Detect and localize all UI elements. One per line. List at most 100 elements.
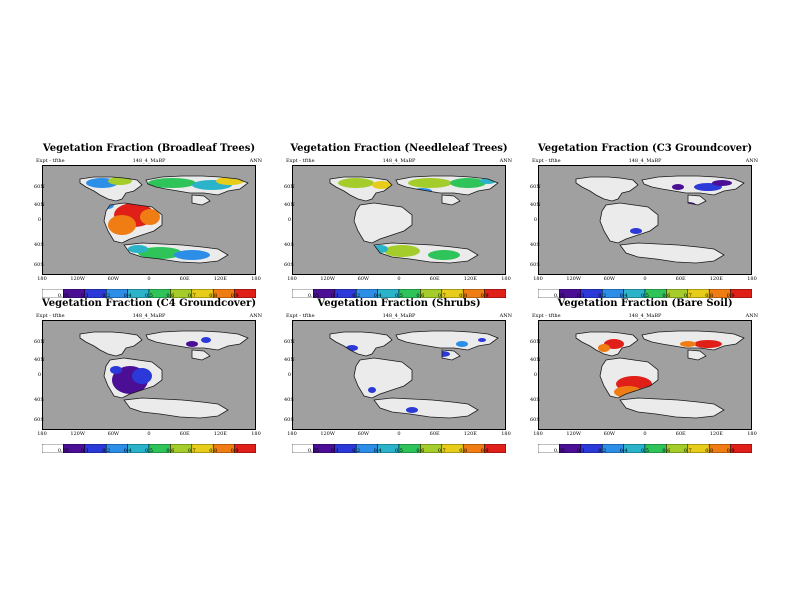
lon-tick-label: 180	[533, 276, 543, 282]
panel-title: Vegetation Fraction (C3 Groundcover)	[537, 143, 753, 154]
colorbar-tick-label: 0.7	[683, 293, 692, 299]
colorbar-tick-label: 0.2	[102, 448, 111, 454]
lon-tick-label: 180	[501, 276, 511, 282]
coastline	[641, 330, 745, 351]
map-canvas	[42, 165, 256, 275]
coastline	[619, 242, 725, 264]
colorbar-tick-label: 0.4	[373, 448, 382, 454]
coastline	[599, 357, 659, 399]
colorbar-tick-label: 0.8	[705, 293, 714, 299]
lat-tick-label: 60N	[284, 184, 295, 190]
field-patch	[694, 340, 722, 348]
colorbar-tick-label: 0.7	[437, 448, 446, 454]
colorbar-tick-label: 0.8	[209, 448, 218, 454]
field-patch	[201, 337, 211, 343]
colorbar-tick-label: 0.2	[598, 448, 607, 454]
lat-tick-label: 40S	[530, 397, 540, 403]
lat-tick-label: 40S	[34, 242, 44, 248]
map-panel-broadleaf-trees: Vegetation Fraction (Broadleaf Trees) Ex…	[34, 143, 264, 313]
lon-tick-label: 60E	[179, 276, 190, 282]
lat-tick-label: 60N	[34, 339, 45, 345]
coastline	[395, 330, 499, 351]
field-patch	[598, 344, 610, 352]
map-area	[538, 320, 752, 430]
experiment-label: Expt - tfthe	[532, 158, 561, 164]
field-patch	[406, 407, 418, 413]
coastline	[441, 349, 461, 361]
map-panel-bare-soil: Vegetation Fraction (Bare Soil) Expt - t…	[530, 298, 760, 468]
colorbar-tick-label: 0.5	[641, 293, 649, 299]
lon-tick-label: 120W	[70, 276, 85, 282]
colorbar-tick-label: 0.4	[619, 448, 628, 454]
map-area	[292, 320, 506, 430]
lon-tick-label: 60E	[675, 276, 686, 282]
lon-tick-label: 120W	[320, 431, 335, 437]
lon-tick-label: 120E	[213, 276, 227, 282]
colorbar	[291, 438, 507, 454]
colorbar-tick-label: 0.9	[230, 448, 239, 454]
map-frame	[538, 165, 752, 275]
colorbar-tick-label: 0.6	[662, 293, 671, 299]
coastline	[353, 202, 413, 244]
coastline	[641, 175, 745, 196]
field-patch	[372, 181, 392, 189]
colorbar-tick-label: 0.4	[123, 293, 132, 299]
coastline	[79, 331, 143, 357]
land-mass	[374, 398, 478, 418]
lon-tick-label: 180	[287, 276, 297, 282]
coastline	[329, 331, 393, 357]
coastline	[599, 202, 659, 244]
colorbar-tick-label: 0.1	[330, 293, 339, 299]
lat-tick-label: 0	[37, 372, 41, 378]
colorbar	[291, 283, 507, 299]
lat-tick-label: 0	[533, 372, 537, 378]
season-label: ANN	[499, 313, 512, 319]
lon-tick-label: 120E	[213, 431, 227, 437]
lon-tick-label: 60E	[179, 431, 190, 437]
coastline	[123, 242, 229, 264]
coastline	[441, 194, 461, 206]
lon-tick-label: 180	[747, 276, 757, 282]
panel-title: Vegetation Fraction (Needleleaf Trees)	[290, 143, 508, 154]
lon-tick-label: 60E	[429, 431, 440, 437]
panel-title: Vegetation Fraction (Bare Soil)	[557, 298, 733, 309]
season-label: ANN	[745, 158, 758, 164]
map-frame	[292, 165, 506, 275]
experiment-label: Expt - tfthe	[286, 158, 315, 164]
lat-tick-label: 60S	[530, 417, 540, 423]
coastline	[145, 175, 249, 196]
land-mass	[124, 398, 228, 418]
coastline	[329, 176, 393, 202]
lat-tick-label: 40N	[530, 357, 541, 363]
run-label: 148_4_MaBP	[628, 313, 662, 319]
lon-tick-label: 180	[37, 431, 47, 437]
colorbar-tick-label: 0.4	[619, 293, 628, 299]
field-patch	[408, 178, 452, 188]
lat-tick-label: 40S	[284, 397, 294, 403]
colorbar-tick-label: 0.5	[395, 293, 403, 299]
coastline	[395, 175, 499, 196]
colorbar-tick-label: 0.6	[166, 448, 175, 454]
lon-tick-label: 120W	[566, 276, 581, 282]
lat-tick-label: 60S	[284, 417, 294, 423]
field-patch	[630, 228, 642, 234]
map-area	[538, 165, 752, 275]
map-canvas	[538, 320, 752, 430]
lon-tick-label: 180	[251, 276, 261, 282]
colorbar-tick-label: 0.9	[726, 293, 735, 299]
lat-tick-label: 60N	[530, 339, 541, 345]
lon-tick-label: 120W	[566, 431, 581, 437]
colorbar	[537, 438, 753, 454]
map-frame	[42, 320, 256, 430]
season-label: ANN	[249, 313, 262, 319]
colorbar-tick-label: 0.4	[373, 293, 382, 299]
coastline	[103, 357, 163, 399]
map-panel-c4-groundcover: Vegetation Fraction (C4 Groundcover) Exp…	[34, 298, 264, 468]
run-label: 148_4_MaBP	[132, 313, 166, 319]
colorbar-tick-label: 0.05	[57, 448, 69, 454]
season-label: ANN	[745, 313, 758, 319]
panel-title: Vegetation Fraction (Shrubs)	[317, 298, 481, 309]
colorbar-tick-label: 0.6	[662, 448, 671, 454]
land-mass	[576, 177, 638, 201]
lon-tick-label: 120W	[70, 431, 85, 437]
